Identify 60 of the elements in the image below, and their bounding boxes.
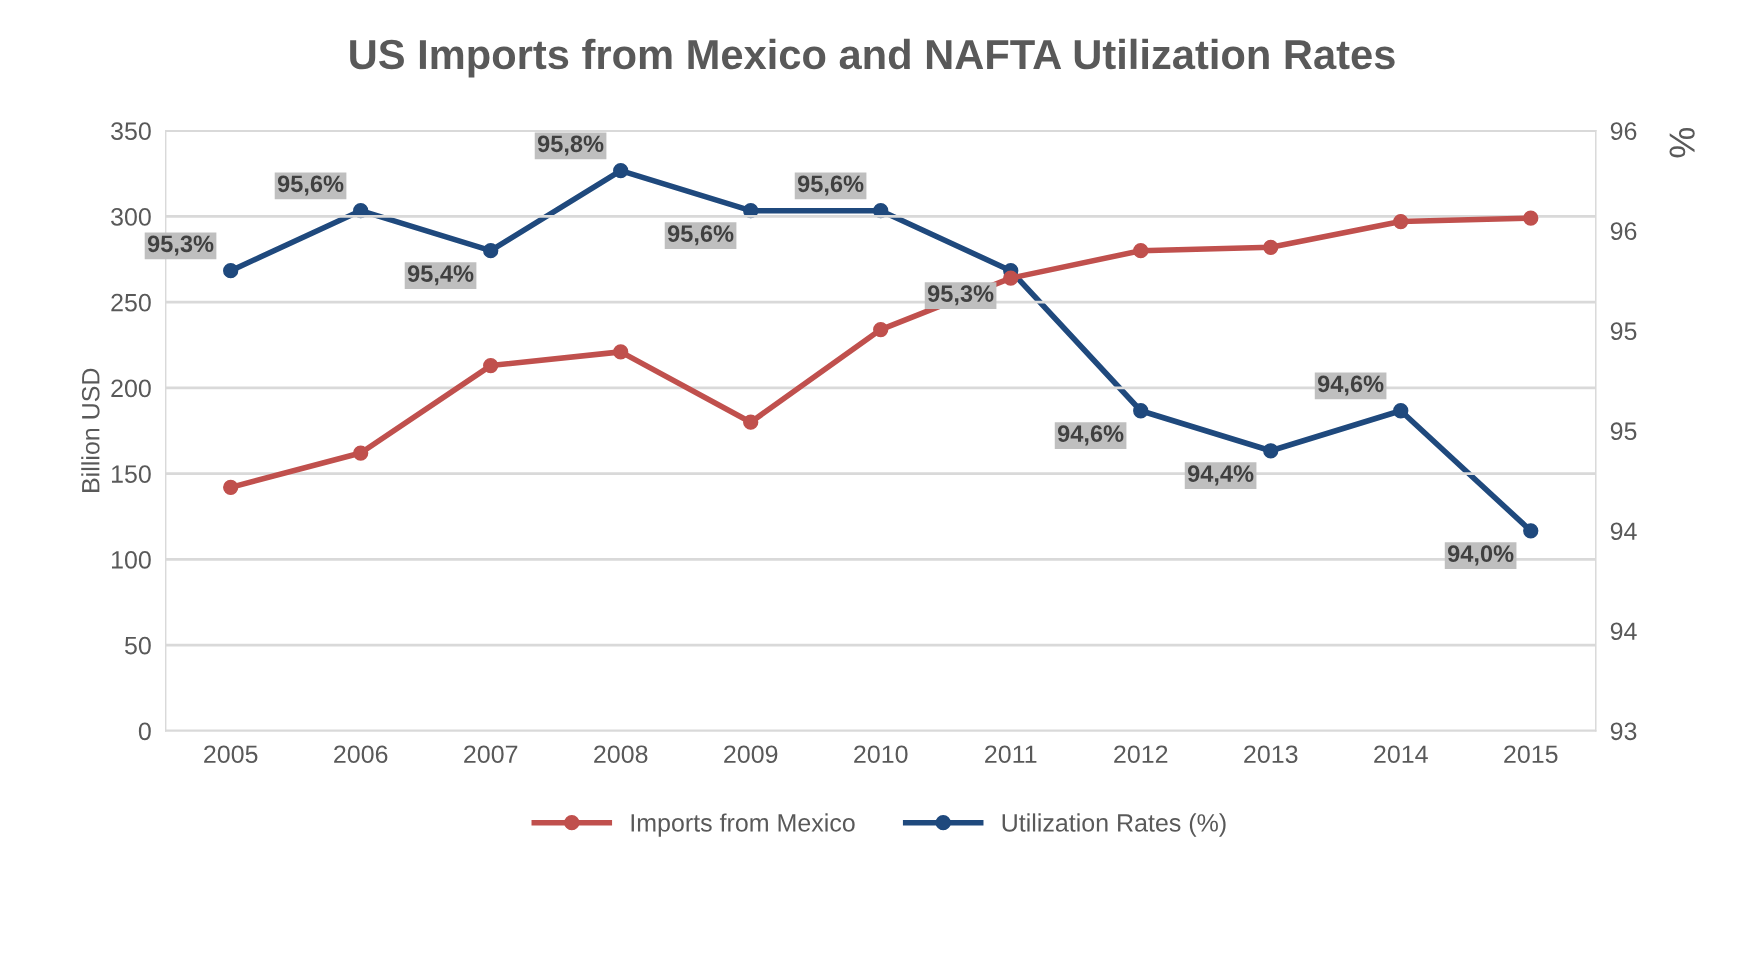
y-tick-label: 250 (111, 293, 151, 312)
x-tick-label: 2007 (464, 745, 518, 764)
point (1133, 403, 1149, 419)
x-tick-label: 2013 (1244, 745, 1298, 764)
x-tick-label: 2014 (1374, 745, 1428, 764)
data-label: 94,0% (1447, 545, 1514, 566)
y2-tick-label: 95 (1610, 322, 1637, 341)
point (483, 243, 499, 259)
data-label: 95,8% (537, 135, 604, 156)
y-tick-label: 200 (111, 379, 151, 398)
y2-tick-label: 93 (1610, 722, 1637, 741)
y-tick-label: 300 (111, 208, 151, 226)
point (613, 163, 629, 179)
data-label: 95,6% (797, 175, 864, 196)
point (1523, 210, 1539, 226)
y-tick-label: 100 (111, 550, 151, 569)
data-label: 95,6% (667, 225, 734, 246)
data-label: 94,6% (1057, 425, 1124, 446)
y-tick-label: 150 (111, 465, 151, 483)
point (743, 414, 759, 430)
point (1523, 523, 1539, 539)
point (1133, 243, 1149, 259)
y2-tick-label: 96 (1610, 222, 1637, 241)
x-tick-label: 2011 (985, 745, 1037, 764)
y-tick-label: 350 (111, 122, 151, 140)
y2-tick-label: 95 (1610, 422, 1637, 441)
y-tick-label: 50 (124, 636, 151, 655)
point (483, 357, 499, 374)
data-label: 94,6% (1317, 375, 1384, 396)
point (223, 479, 239, 495)
point (223, 263, 239, 279)
chart-title: US Imports from Mexico and NAFTA Utilization Rates (350, 38, 1395, 78)
data-label: 95,3% (927, 285, 994, 306)
data-label: 95,3% (147, 235, 214, 256)
y2-tick-label: 96 (1610, 122, 1637, 140)
point (1263, 239, 1279, 255)
point (1003, 270, 1019, 286)
point (613, 344, 629, 360)
data-label: 95,4% (407, 265, 474, 286)
point (873, 321, 889, 338)
x-tick-label: 2012 (1114, 745, 1168, 764)
x-tick-label: 2008 (594, 745, 648, 764)
x-tick-label: 2005 (204, 745, 258, 764)
point (1393, 213, 1409, 230)
legend-label: Imports from Mexico (631, 813, 855, 837)
x-tick-label: 2009 (724, 745, 778, 764)
point (353, 445, 369, 461)
y-axis-title: Billion USD (81, 368, 100, 492)
point (1393, 403, 1409, 419)
y-tick-label: 0 (138, 722, 151, 741)
x-tick-label: 2006 (334, 745, 388, 764)
y2-tick-label: 94 (1610, 622, 1637, 641)
x-tick-label: 2010 (854, 745, 908, 764)
legend-label: Utilization Rates (%) (1002, 813, 1226, 837)
data-label: 94,4% (1187, 465, 1254, 486)
data-label: 95,6% (277, 175, 344, 196)
y2-axis-title: % (1669, 127, 1695, 158)
point (1263, 443, 1279, 459)
x-tick-label: 2015 (1504, 745, 1558, 764)
y2-tick-label: 94 (1610, 522, 1637, 541)
